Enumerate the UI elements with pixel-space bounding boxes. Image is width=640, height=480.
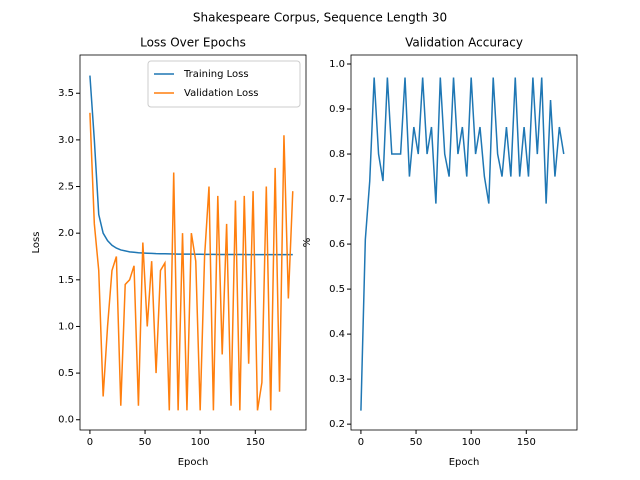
x-axis-label: Epoch	[178, 457, 209, 468]
y-tick-label: 0.5	[58, 368, 74, 379]
x-tick-label: 150	[246, 437, 265, 448]
axes-title: Loss Over Epochs	[140, 36, 246, 50]
x-tick-label: 0	[358, 437, 364, 448]
x-tick-label: 50	[410, 437, 423, 448]
y-tick-label: 0.4	[329, 329, 345, 340]
y-axis-label: %	[302, 238, 313, 248]
y-tick-label: 3.0	[58, 135, 74, 146]
x-tick-label: 150	[517, 437, 536, 448]
y-tick-label: 0.9	[329, 104, 345, 115]
y-tick-label: 2.5	[58, 182, 74, 193]
axes-title: Validation Accuracy	[405, 36, 523, 50]
y-tick-label: 2.0	[58, 228, 74, 239]
legend-box	[147, 60, 301, 108]
y-tick-label: 0.0	[58, 415, 74, 426]
x-tick-label: 0	[87, 437, 93, 448]
y-axis-label: Loss	[31, 232, 42, 254]
x-tick-label: 100	[191, 437, 210, 448]
line-series	[89, 112, 294, 411]
y-tick-label: 1.0	[58, 321, 74, 332]
axes-frame	[350, 54, 578, 431]
line-series	[360, 77, 565, 411]
y-tick-label: 0.3	[329, 374, 345, 385]
x-tick-label: 50	[139, 437, 152, 448]
y-tick-label: 0.5	[329, 284, 345, 295]
y-tick-label: 0.6	[329, 239, 345, 250]
axes-frame	[79, 54, 307, 431]
x-tick-label: 100	[462, 437, 481, 448]
y-tick-label: 0.2	[329, 419, 345, 430]
legend-label: Training Loss	[183, 69, 249, 80]
y-tick-label: 3.5	[58, 88, 74, 99]
y-tick-label: 0.7	[329, 194, 345, 205]
y-tick-label: 1.0	[329, 59, 345, 70]
y-tick-label: 1.5	[58, 275, 74, 286]
legend-label: Validation Loss	[184, 88, 259, 99]
x-axis-label: Epoch	[449, 457, 480, 468]
figure-title: Shakespeare Corpus, Sequence Length 30	[193, 11, 447, 25]
y-tick-label: 0.8	[329, 149, 345, 160]
